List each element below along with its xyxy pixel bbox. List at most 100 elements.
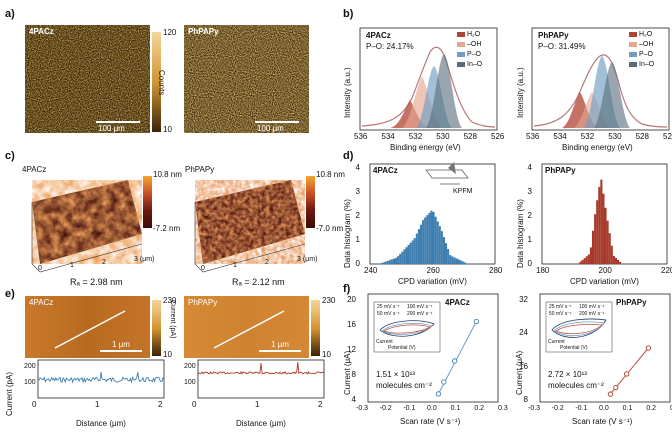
panel-d-right-bar-32 — [608, 233, 611, 264]
panel-f-left-ytick-4: 20 — [347, 295, 356, 304]
panel-e-right-colorbar-max: 230 — [322, 296, 336, 305]
panel-d-left-bar-8 — [386, 260, 389, 264]
panel-f-right-ylabel: Current (μA) — [515, 350, 524, 395]
panel-e-left-title: 4PACz — [29, 298, 54, 307]
legend-h2o: H₂O — [467, 31, 481, 38]
panel-d-right-bar-26 — [596, 200, 599, 264]
panel-e-left-ytick-200: 200 — [24, 363, 36, 370]
panel-c-right-axes — [194, 202, 306, 273]
panel-b-right-peak-ino — [594, 62, 630, 128]
panel-d-left-bar-42 — [457, 259, 460, 264]
panel-c-left-surface — [32, 180, 142, 264]
panel-b-left-peak-ino — [426, 54, 462, 128]
panel-d-right-bar-25 — [594, 214, 597, 264]
panel-c-afm-surfaces — [31, 180, 306, 273]
panel-e-right-map — [184, 296, 309, 358]
panel-e-colorbar — [152, 300, 161, 356]
panel-f-left-inset-legend-3: 200 mV s⁻¹ — [407, 311, 433, 317]
panel-f-left-density: 1.51 × 10¹³ — [376, 370, 415, 379]
panel-d-left-bar-35 — [442, 237, 445, 264]
panel-d-right-bar-18 — [579, 261, 582, 264]
panel-d-left-ytick-1: 1 — [355, 235, 360, 244]
panel-d-right-bar-30 — [604, 207, 607, 264]
panel-b-left-title: 4PACz — [366, 31, 391, 40]
panel-b-right-title: PhPAPy — [538, 31, 569, 40]
panel-d-right-bar-17 — [577, 263, 580, 264]
panel-b-left-xlabel: Binding energy (eV) — [390, 143, 461, 152]
panel-c-right-unit: 3 (μm) — [297, 256, 318, 263]
panel-d-left-bar-39 — [451, 256, 454, 264]
legend-oh: –OH — [467, 41, 482, 48]
panel-e-left-scale: 1 μm — [112, 340, 130, 349]
panel-f-left-xtick-2: -0.1 — [403, 405, 416, 412]
panel-f-left-xtick-4: 0.1 — [450, 405, 461, 412]
panel-e-right-scale: 1 μm — [271, 340, 289, 349]
legend-swatch-po-right — [629, 52, 637, 57]
panel-a-label: a) — [5, 8, 15, 20]
panel-f-left-ytick-1: 8 — [351, 370, 356, 379]
legend-ino-right: In–O — [639, 61, 655, 68]
panel-f-right-point-3 — [645, 345, 651, 351]
panel-f-left-density-unit: molecules cm⁻² — [376, 381, 432, 390]
panel-e-right-xtick-0: 0 — [192, 400, 197, 409]
panel-f-left-cv-loops — [379, 320, 435, 337]
panel-d-right-ylabel: Data histogram (%) — [516, 199, 525, 268]
panel-f-right-title: PhPAPy — [616, 298, 647, 307]
panel-f-right-point-1 — [613, 384, 619, 391]
panel-f-right-xtick-3: 0.0 — [599, 405, 609, 412]
panel-f-right-xtick-2: -0.1 — [575, 405, 588, 412]
panel-f-right-points — [607, 345, 651, 397]
panel-a-right-noise — [184, 25, 309, 133]
legend-swatch-oh-right — [629, 42, 637, 47]
panel-d-left-xtick-1: 260 — [426, 266, 440, 275]
panel-d-left-ytick-3: 3 — [355, 187, 360, 196]
panel-e-left-xlabel: Distance (μm) — [76, 419, 126, 428]
panel-a-left-map — [25, 25, 150, 133]
panel-b-right-xlabel: Binding energy (eV) — [562, 143, 633, 152]
panel-e-profiles — [37, 359, 325, 399]
panel-b-left-xtick-4: 528 — [463, 132, 477, 141]
panel-b-right-xtick-4: 528 — [635, 132, 649, 141]
panel-f-right-inset-legend-2: 50 mV s⁻¹ — [549, 311, 572, 317]
panel-d-left-bar-18 — [407, 244, 410, 264]
panel-f-left-xtick-6: 0.3 — [498, 405, 508, 412]
panel-f-right-inset-ylabel: Current — [548, 339, 565, 345]
panel-e-right-scalebar — [259, 350, 301, 352]
panel-d-label: d) — [343, 150, 354, 162]
panel-d-kpfm-label: KPFM — [453, 188, 473, 195]
panel-c-left-tick-2: 2 — [102, 259, 106, 266]
panel-f-left-title: 4PACz — [445, 298, 470, 307]
panel-d-left-bar-9 — [388, 260, 391, 264]
panel-d-left-bar-40 — [453, 257, 456, 264]
panel-d-right-ytick-3: 3 — [527, 187, 532, 196]
panel-b-right-xtick-3: 530 — [608, 132, 622, 141]
panel-d-left-ytick-4: 4 — [355, 163, 360, 172]
panel-d-left-bar-37 — [447, 249, 450, 264]
panel-e-right-line — [213, 310, 285, 349]
panel-f-left-ytick-3: 16 — [347, 320, 356, 329]
panel-c-left-ra: Rₐ = 2.98 nm — [70, 277, 123, 287]
panel-e-right-colorbar-min: 10 — [322, 350, 331, 359]
panel-a-left-noise — [25, 25, 150, 133]
panel-e-left-xtick-0: 0 — [32, 400, 37, 409]
panel-b-xps-plots — [359, 27, 670, 131]
panel-d-left-bar-26 — [424, 217, 427, 264]
panel-d-right-xtick-1: 200 — [598, 266, 612, 275]
panel-b-left-xtick-3: 530 — [436, 132, 450, 141]
panel-f-right-xtick-4: 0.1 — [622, 405, 633, 412]
panel-e-right-xtick-1: 1 — [255, 400, 260, 409]
panel-d-left-bar-25 — [422, 220, 425, 264]
panel-d-left-bar-43 — [459, 260, 462, 264]
legend-h2o-right: H₂O — [639, 31, 653, 38]
panel-d-left-xtick-0: 240 — [364, 266, 378, 275]
panel-d-left-bar-41 — [455, 258, 458, 264]
panel-d-right-ytick-2: 2 — [527, 211, 532, 220]
panel-d-histograms — [369, 162, 668, 265]
panel-e-left-ytick-100: 100 — [24, 379, 36, 386]
panel-e-left-profile-frame — [37, 359, 165, 399]
panel-e-left-xtick-1: 1 — [95, 400, 100, 409]
panel-b-left-ratio: P–O: 24.17% — [366, 42, 414, 51]
panel-f-right-density: 2.72 × 10¹³ — [548, 370, 587, 379]
legend-swatch-ino — [457, 62, 465, 67]
panel-d-left-ytick-0: 0 — [355, 259, 360, 268]
